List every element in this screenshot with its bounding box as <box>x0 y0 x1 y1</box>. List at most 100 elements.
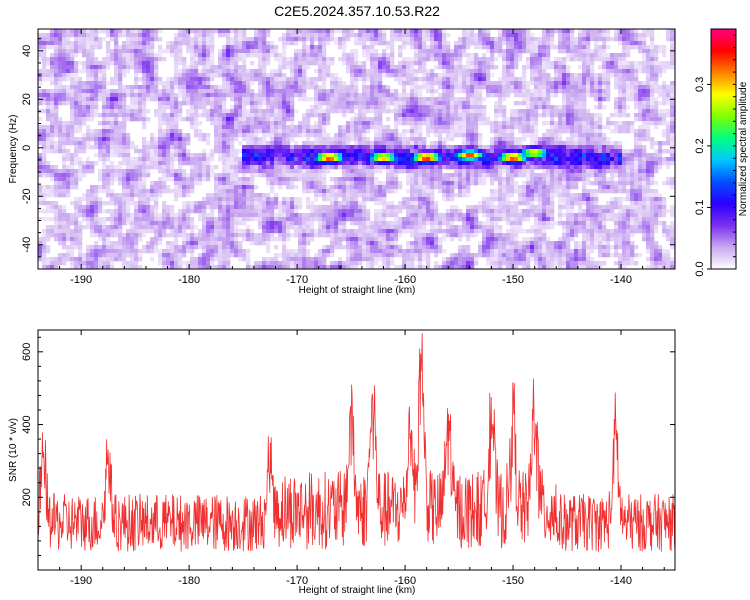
heatmap-cell <box>554 157 559 162</box>
heatmap-cell <box>494 57 499 62</box>
heatmap-cell <box>338 129 343 134</box>
heatmap-cell <box>162 89 167 94</box>
heatmap-cell <box>206 81 211 86</box>
heatmap-cell <box>522 89 527 94</box>
heatmap-cell <box>282 93 287 98</box>
heatmap-cell <box>98 81 103 86</box>
heatmap-cell <box>522 73 527 78</box>
heatmap-cell <box>534 65 539 70</box>
heatmap-cell <box>462 41 467 46</box>
heatmap-cell <box>426 113 431 118</box>
heatmap-cell <box>422 85 427 90</box>
heatmap-cell <box>242 65 247 70</box>
heatmap-cell <box>594 113 599 118</box>
heatmap-cell <box>626 129 631 134</box>
heatmap-cell <box>154 109 159 114</box>
heatmap-cell <box>466 29 471 34</box>
heatmap-cell <box>354 65 359 70</box>
heatmap-cell <box>482 153 487 158</box>
heatmap-cell <box>202 97 207 102</box>
heatmap-cell <box>274 97 279 102</box>
heatmap-cell <box>178 85 183 90</box>
heatmap-cell <box>94 69 99 74</box>
heatmap-cell <box>326 29 331 34</box>
heatmap-cell <box>406 41 411 46</box>
heatmap-cell <box>110 165 115 170</box>
heatmap-cell <box>494 133 499 138</box>
heatmap-cell <box>174 125 179 130</box>
heatmap-cell <box>178 169 183 174</box>
heatmap-cell <box>458 117 463 122</box>
heatmap-cell <box>242 73 247 78</box>
heatmap-cell <box>222 73 227 78</box>
heatmap-cell <box>126 33 131 38</box>
heatmap-cell <box>222 141 227 146</box>
heatmap-cell <box>186 85 191 90</box>
heatmap-cell <box>622 161 627 166</box>
heatmap-cell <box>378 105 383 110</box>
heatmap-cell <box>42 165 47 170</box>
heatmap-cell <box>154 153 159 158</box>
heatmap-cell <box>102 61 107 66</box>
heatmap-cell <box>634 153 639 158</box>
heatmap-cell <box>134 37 139 42</box>
heatmap-cell <box>634 113 639 118</box>
heatmap-cell <box>110 173 115 178</box>
heatmap-cell <box>142 49 147 54</box>
heatmap-cell <box>470 137 475 142</box>
heatmap-cell <box>62 61 67 66</box>
heatmap-cell <box>386 109 391 114</box>
heatmap-cell <box>574 41 579 46</box>
heatmap-cell <box>38 117 43 122</box>
heatmap-cell <box>510 109 515 114</box>
heatmap-cell <box>102 109 107 114</box>
heatmap-cell <box>430 149 435 154</box>
heatmap-cell <box>342 125 347 130</box>
heatmap-cell <box>230 37 235 42</box>
heatmap-cell <box>630 33 635 38</box>
heatmap-cell <box>66 153 71 158</box>
heatmap-cell <box>550 81 555 86</box>
heatmap-cell <box>342 93 347 98</box>
heatmap-cell <box>350 121 355 126</box>
heatmap-cell <box>314 85 319 90</box>
heatmap-cell <box>190 101 195 106</box>
heatmap-cell <box>662 69 667 74</box>
heatmap-cell <box>90 81 95 86</box>
heatmap-cell <box>270 137 275 142</box>
heatmap-cell <box>322 137 327 142</box>
heatmap-cell <box>278 165 283 170</box>
heatmap-cell <box>146 117 151 122</box>
heatmap-cell <box>454 129 459 134</box>
heatmap-cell <box>442 121 447 126</box>
heatmap-cell <box>494 49 499 54</box>
heatmap-cell <box>42 141 47 146</box>
heatmap-cell <box>386 169 391 174</box>
heatmap-cell <box>466 61 471 66</box>
heatmap-cell <box>622 101 627 106</box>
heatmap-cell <box>562 37 567 42</box>
heatmap-cell <box>374 41 379 46</box>
heatmap-cell <box>638 41 643 46</box>
heatmap-cell <box>178 49 183 54</box>
heatmap-cell <box>466 165 471 170</box>
heatmap-cell <box>198 153 203 158</box>
heatmap-cell <box>622 65 627 70</box>
heatmap-cell <box>266 49 271 54</box>
heatmap-cell <box>138 173 143 178</box>
heatmap-cell <box>42 93 47 98</box>
heatmap-cell <box>506 93 511 98</box>
heatmap-cell <box>298 89 303 94</box>
heatmap-cell <box>398 133 403 138</box>
heatmap-cell <box>222 157 227 162</box>
heatmap-cell <box>66 37 71 42</box>
heatmap-cell <box>222 101 227 106</box>
heatmap-cell <box>134 69 139 74</box>
heatmap-cell <box>594 57 599 62</box>
heatmap-cell <box>154 37 159 42</box>
heatmap-cell <box>394 33 399 38</box>
heatmap-cell <box>210 113 215 118</box>
heatmap-cell <box>522 169 527 174</box>
heatmap-cell <box>586 45 591 50</box>
heatmap-cell <box>586 109 591 114</box>
